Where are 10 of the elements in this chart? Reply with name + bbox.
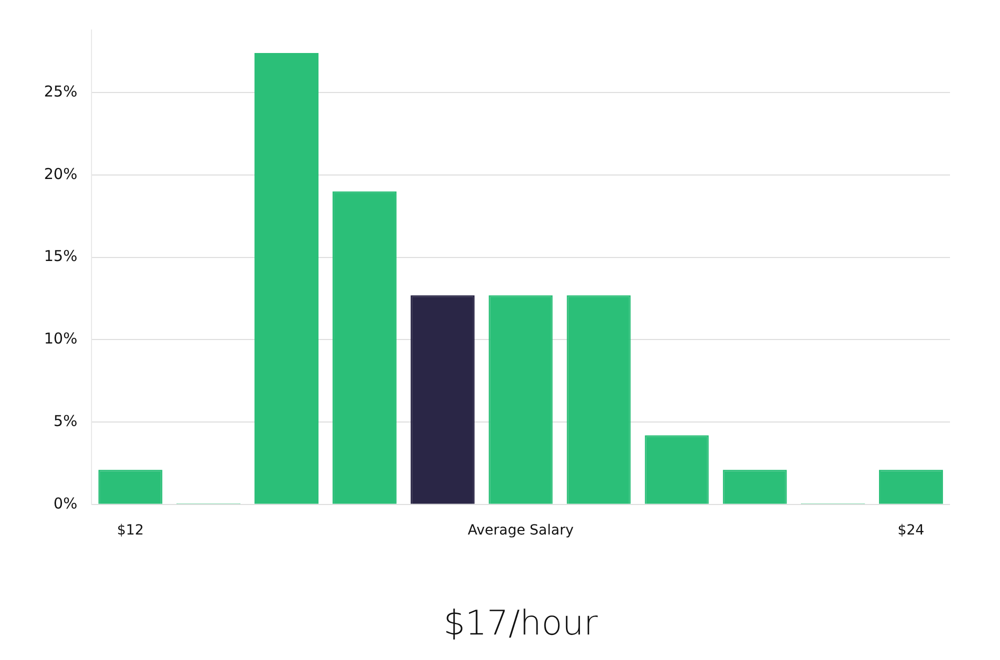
y-tick-label: 10% <box>44 330 78 348</box>
x-tick-label: Average Salary <box>468 522 574 538</box>
y-tick-label: 5% <box>54 412 78 430</box>
y-tick-label: 25% <box>44 82 78 100</box>
y-tick-label: 15% <box>44 247 78 266</box>
y-tick-label: 0% <box>54 494 78 512</box>
x-axis-title: $17/hour <box>444 603 598 644</box>
y-tick-label: 20% <box>44 164 78 183</box>
x-tick-label: $24 <box>898 522 924 538</box>
x-tick-label: $12 <box>117 522 144 538</box>
